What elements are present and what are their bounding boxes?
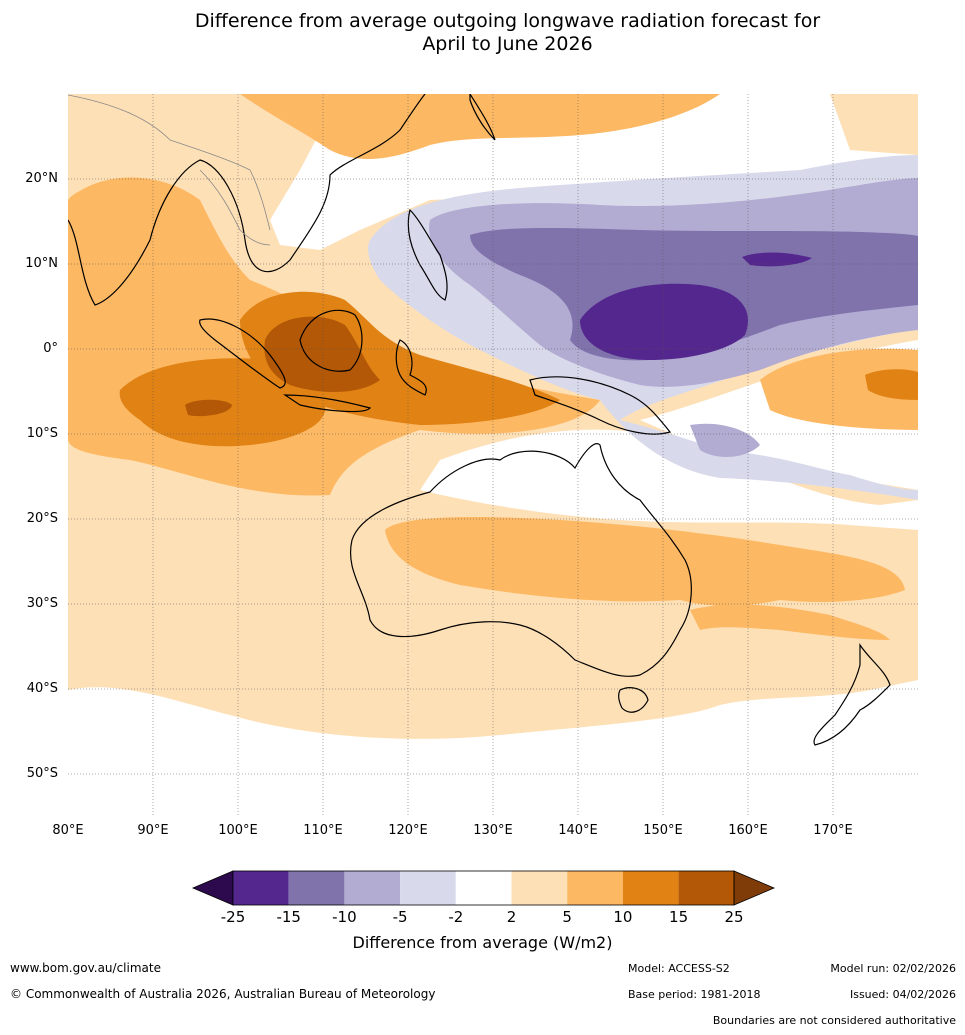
colorbar-tick: 10 [613, 908, 633, 926]
anomaly-5to10-east-pacific [760, 348, 918, 430]
anomaly-5to10-australia [385, 517, 905, 606]
border-asia-interior [68, 94, 271, 231]
coastline-sulawesi [395, 339, 427, 396]
colorbar-tick: -2 [448, 908, 464, 926]
colorbar-tick: 15 [669, 908, 689, 926]
lon-label-90e: 90°E [137, 823, 169, 838]
footer-website-link[interactable]: www.bom.gov.au/climate [10, 961, 161, 975]
anomaly-neg15to25-pacific [580, 283, 748, 360]
lon-label-110e: 110°E [303, 823, 343, 838]
colorbar-bin-neg10-neg5 [344, 871, 401, 905]
lat-label-20n: 20°N [25, 171, 58, 186]
colorbar-title: Difference from average (W/m2) [352, 933, 613, 952]
coastline-new-guinea [529, 376, 672, 435]
coastline-australia [350, 443, 692, 677]
coastline-asia [68, 94, 426, 306]
lon-label-140e: 140°E [558, 823, 598, 838]
lat-label-50s: 50°S [26, 766, 58, 781]
colorbar-bin-10-15 [622, 871, 679, 905]
footer-model-run: Model run: 02/02/2026 [830, 962, 956, 975]
coastline-new-zealand [813, 643, 891, 746]
lon-label-130e: 130°E [473, 823, 513, 838]
colorbar-bin-neg5-neg2 [400, 871, 456, 905]
footer-copyright: © Commonwealth of Australia 2026, Austra… [10, 987, 436, 1001]
lat-label-20s: 20°S [26, 511, 58, 526]
anomaly-5to10-tasman [690, 604, 890, 640]
map-title: Difference from average outgoing longwav… [0, 10, 965, 56]
lat-label-0: 0° [43, 341, 58, 356]
lat-label-10n: 10°N [25, 256, 58, 271]
colorbar-frame [232, 870, 735, 906]
colorbar-bin-neg2-2 [455, 871, 512, 905]
footer-disclaimer: Boundaries are not considered authoritat… [712, 1014, 956, 1027]
footer-base-period: Base period: 1981-2018 [628, 988, 761, 1001]
anomaly-5to10-northwest [68, 179, 190, 300]
lon-label-170e: 170°E [813, 823, 853, 838]
lon-label-80e: 80°E [52, 823, 84, 838]
colorbar-tick: 2 [506, 908, 517, 926]
colorbar-bin-2-5 [511, 871, 568, 905]
colorbar-tick: -25 [220, 908, 246, 926]
lon-label-120e: 120°E [388, 823, 428, 838]
colorbar [191, 870, 776, 906]
coastline-borneo [299, 309, 363, 372]
coastline-sumatra [199, 318, 286, 389]
anomaly-15to25-maritime [264, 316, 380, 392]
colorbar-extend-low [191, 870, 234, 906]
lat-label-10s: 10°S [26, 426, 58, 441]
colorbar-tick: -10 [332, 908, 357, 926]
footer-issued: Issued: 04/02/2026 [849, 988, 956, 1001]
colorbar-extend-high [733, 870, 776, 906]
anomaly-10to15-pacific [865, 369, 918, 400]
colorbar-bin-neg15-neg10 [288, 871, 345, 905]
colorbar-tick: 5 [562, 908, 572, 926]
title-line-2: April to June 2026 [422, 33, 593, 55]
border-indochina [199, 169, 271, 246]
colorbar-tick: -5 [392, 908, 408, 926]
colorbar-bin-5-10 [567, 871, 623, 905]
colorbar-bin-15-25 [678, 871, 734, 905]
title-line-1: Difference from average outgoing longwav… [194, 10, 821, 32]
lat-label-30s: 30°S [26, 596, 58, 611]
lon-label-160e: 160°E [728, 823, 768, 838]
colorbar-bin-neg25-neg15 [233, 871, 289, 905]
coastline-tasmania [618, 687, 649, 713]
lon-label-150e: 150°E [643, 823, 683, 838]
coastline-java [283, 394, 372, 413]
lat-label-40s: 40°S [26, 681, 58, 696]
map-gridlines [68, 94, 918, 816]
colorbar-tick: 25 [724, 908, 744, 926]
anomaly-15to25-indian [185, 399, 232, 417]
footer-model: Model: ACCESS-S2 [628, 962, 730, 975]
colorbar-tick: -15 [276, 908, 301, 926]
anomaly-neg15to25-small [742, 252, 812, 267]
anomaly-neg5to10-coral [690, 423, 760, 457]
lon-label-100e: 100°E [218, 823, 258, 838]
anomaly-5to10-china [240, 94, 720, 160]
neutral-region-coral-sea [420, 429, 918, 530]
coastline-japan [469, 94, 496, 141]
coastline-philippines [407, 208, 448, 301]
